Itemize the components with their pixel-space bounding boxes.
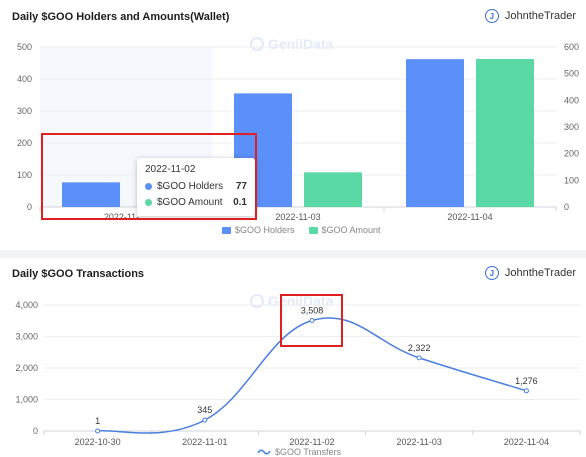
line-swatch-icon (257, 449, 271, 455)
y-left-tick-label: 500 (17, 42, 32, 52)
data-point (523, 388, 529, 394)
panel-title: Daily $GOO Holders and Amounts(Wallet) (12, 11, 230, 23)
y-tick-label: 1,000 (15, 395, 38, 405)
chart-tooltip: 2022-11-02 $GOO Holders 77 $GOO Amount 0… (137, 158, 255, 216)
y-right-tick-label: 100 (564, 175, 579, 185)
data-label: 3,508 (301, 305, 324, 315)
transactions-panel: Daily $GOO Transactions J JohntheTrader … (0, 258, 586, 457)
x-tick-label: 2022-11-02 (289, 437, 334, 447)
author-link[interactable]: J JohntheTrader (484, 9, 576, 23)
y-left-tick-label: 100 (17, 170, 32, 180)
y-right-tick-label: 200 (564, 149, 579, 159)
y-left-tick-label: 400 (17, 74, 32, 84)
y-right-tick-label: 0 (564, 202, 569, 212)
author-name: JohntheTrader (504, 10, 576, 22)
data-label: 1,276 (515, 376, 538, 386)
x-tick-label: 2022-10-30 (75, 437, 121, 447)
legend-item-holders[interactable]: $GOO Holders (222, 225, 295, 235)
y-right-tick-label: 600 (564, 42, 579, 52)
highlight-box (41, 133, 257, 220)
tooltip-date: 2022-11-02 (145, 164, 196, 175)
y-tick-label: 4,000 (15, 300, 38, 310)
amount-dot-icon (145, 199, 152, 206)
y-tick-label: 0 (33, 426, 38, 436)
bar-gooholders (406, 59, 464, 207)
y-left-tick-label: 0 (27, 202, 32, 212)
x-tick-label: 2022-11-… (104, 212, 148, 222)
geniidata-logo-icon (250, 37, 264, 51)
x-tick-label: 2022-11-01 (182, 437, 227, 447)
y-tick-label: 2,000 (15, 363, 38, 373)
legend-item-amount[interactable]: $GOO Amount (308, 225, 381, 235)
x-tick-label: 2022-11-03 (397, 437, 442, 447)
author-link[interactable]: J JohntheTrader (484, 266, 576, 280)
tooltip-row-holders: $GOO Holders 77 (145, 181, 247, 192)
data-point (95, 428, 101, 434)
watermark: GeniiData (250, 36, 333, 52)
y-left-tick-label: 300 (17, 106, 32, 116)
user-icon: J (484, 9, 499, 23)
data-point (309, 317, 315, 323)
bar-chart: 0 100 200 300 400 500 0 100 200 300 400 500 600 2022-… (17, 42, 579, 222)
line-chart: 0 1,000 2,000 3,000 4,000 2022-10-30 2022-11-0… (15, 300, 581, 447)
tooltip-row-amount: $GOO Amount 0.1 (145, 197, 247, 208)
bar-gooamount (304, 172, 362, 207)
y-right-tick-label: 400 (564, 95, 579, 105)
bar-gooholders (62, 182, 120, 207)
x-tick-label: 2022-11-04 (504, 437, 549, 447)
y-tick-label: 3,000 (15, 332, 38, 342)
highlight-box (280, 294, 343, 347)
bar-legend: $GOO Holders $GOO Amount (222, 225, 381, 235)
user-icon: J (484, 266, 499, 280)
holders-amounts-panel: Daily $GOO Holders and Amounts(Wallet) J… (12, 9, 580, 235)
legend-item-transfers[interactable]: $GOO Transfers (257, 447, 341, 457)
bar-gooamount (476, 59, 534, 207)
data-label: 345 (197, 405, 212, 415)
holders-swatch-icon (222, 226, 231, 234)
data-point (416, 355, 422, 361)
data-point (202, 417, 208, 423)
y-right-tick-label: 300 (564, 122, 579, 132)
x-tick-label: 2022-11-04 (447, 212, 492, 222)
panel-title: Daily $GOO Transactions (12, 268, 145, 280)
geniidata-logo-icon (250, 294, 264, 308)
amount-swatch-icon (308, 226, 318, 234)
data-label: 1 (95, 416, 100, 426)
data-label: 2,322 (408, 343, 431, 353)
x-tick-label: 2022-11-03 (275, 212, 320, 222)
y-right-tick-label: 500 (564, 69, 579, 79)
line-legend: $GOO Transfers (257, 447, 341, 457)
author-name: JohntheTrader (504, 267, 576, 279)
holders-dot-icon (145, 183, 152, 190)
y-left-tick-label: 200 (17, 138, 32, 148)
panel-separator (0, 250, 586, 258)
